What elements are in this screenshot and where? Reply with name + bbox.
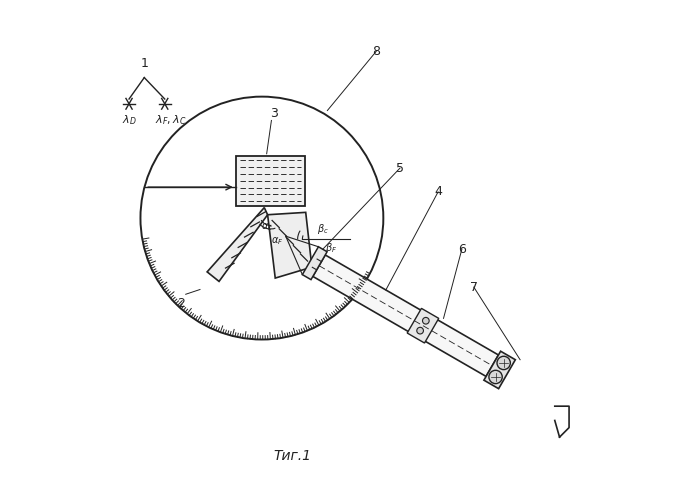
Bar [236, 156, 304, 206]
Circle shape [423, 318, 429, 324]
Text: 3: 3 [270, 107, 278, 120]
Polygon shape [207, 207, 267, 281]
Circle shape [416, 327, 424, 334]
Text: $\beta_F$: $\beta_F$ [326, 241, 337, 255]
Circle shape [489, 370, 502, 384]
Text: 7: 7 [470, 281, 478, 294]
Text: Τиг.1: Τиг.1 [274, 449, 312, 463]
Text: $\lambda_D$: $\lambda_D$ [122, 114, 136, 127]
Polygon shape [484, 351, 515, 388]
Text: $\alpha_c$: $\alpha_c$ [260, 221, 273, 232]
Circle shape [497, 356, 510, 370]
Polygon shape [313, 255, 498, 376]
Polygon shape [407, 308, 439, 343]
Text: $\alpha_F$: $\alpha_F$ [272, 235, 284, 247]
Text: 5: 5 [396, 161, 404, 174]
Text: $\lambda_F,\lambda_C$: $\lambda_F,\lambda_C$ [155, 114, 186, 127]
Text: 1: 1 [140, 57, 148, 70]
Text: 2: 2 [177, 297, 185, 310]
Text: 4: 4 [434, 185, 442, 198]
Polygon shape [302, 247, 327, 280]
Text: 6: 6 [458, 242, 466, 255]
Polygon shape [267, 212, 312, 278]
Text: 8: 8 [372, 45, 380, 58]
Text: $\beta_c$: $\beta_c$ [316, 222, 328, 236]
